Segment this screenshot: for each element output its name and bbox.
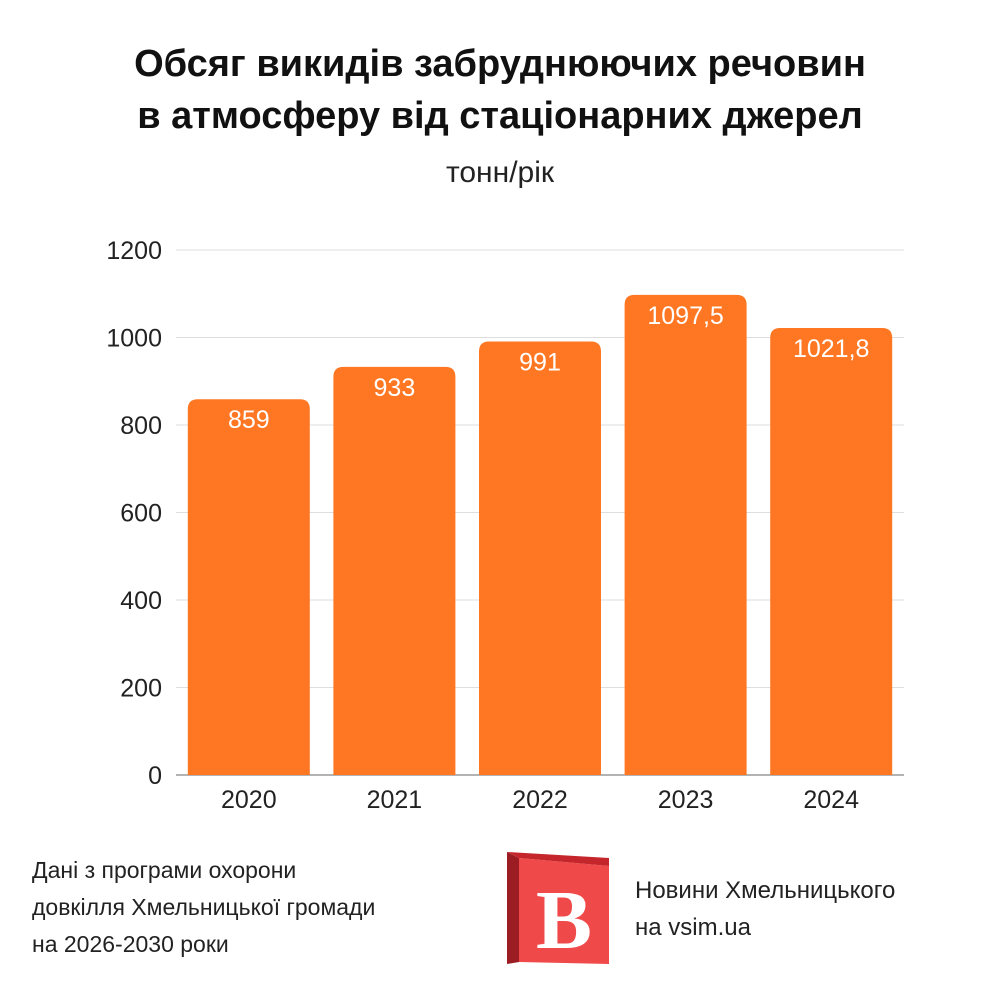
source-note-line-3: на 2026-2030 роки [32,931,229,957]
brand-line-2: на vsim.ua [635,914,751,941]
y-tick-label: 1200 [106,237,162,265]
bar-value-label: 859 [228,406,270,434]
y-tick-label: 0 [148,762,162,790]
x-tick-label: 2022 [512,786,568,814]
chart-title: Обсяг викидів забруднюючих речовин в атм… [0,38,1000,142]
chart-title-line-2: в атмосферу від стаціонарних джерел [137,95,863,137]
bar-value-label: 991 [519,348,561,376]
bar-2020 [187,399,310,775]
y-tick-label: 1000 [106,325,162,353]
logo-shadow-left [507,852,519,964]
bar-value-label: 1021,8 [793,335,869,363]
chart-title-line-1: Обсяг викидів забруднюючих речовин [134,43,866,85]
source-note-line-1: Дані з програми охорони [32,857,297,883]
bar-2024 [770,327,893,775]
logo-shadow-top [507,852,609,866]
y-tick-label: 400 [120,587,162,615]
x-tick-label: 2024 [803,786,859,814]
y-tick-label: 200 [120,675,162,703]
brand-line-1: Новини Хмельницького [635,877,896,904]
source-note-line-2: довкілля Хмельницької громади [32,894,376,920]
vsim-logo[interactable]: B [505,850,611,966]
x-tick-label: 2023 [658,786,714,814]
bar-value-label: 1097,5 [647,302,723,330]
chart-unit-label: тонн/рік [445,156,555,189]
logo-panel [519,858,609,964]
bar-2022 [479,341,601,775]
bar-2021 [333,366,456,775]
logo-letter: B [536,874,592,966]
bar-2023 [624,294,747,775]
source-note: Дані з програми охорони довкілля Хмельни… [32,852,492,963]
x-tick-label: 2021 [367,786,423,814]
y-tick-label: 800 [120,412,162,440]
bar-value-label: 933 [374,374,416,402]
x-tick-label: 2020 [221,786,277,814]
brand-text[interactable]: Новини Хмельницького на vsim.ua [635,872,995,946]
y-tick-label: 600 [120,500,162,528]
